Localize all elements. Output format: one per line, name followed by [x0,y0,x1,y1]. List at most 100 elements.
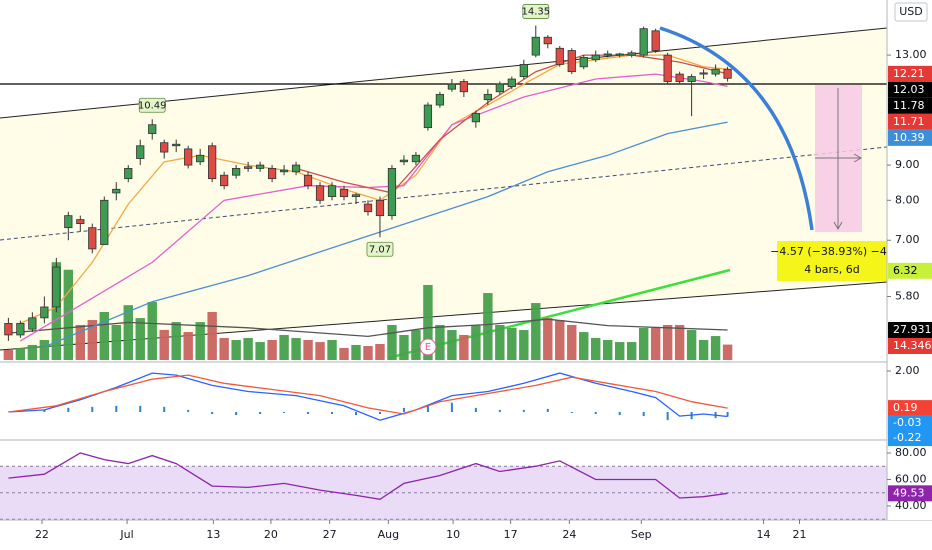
price-label: 10.39 [893,131,925,144]
macd-histogram-bar [450,402,453,412]
candle-body [52,266,61,308]
volume-bar [614,342,625,360]
volume-bar [650,327,661,360]
macd-histogram-bar [307,411,310,415]
signal-line [8,374,728,415]
candle-body [639,28,648,56]
volume-bar [471,324,481,360]
macd-histogram-bar [570,411,573,414]
candle-body [591,54,600,61]
volume-bar [303,340,313,360]
axes: 13.00 9.00 8.00 7.00 5.80 12.21 12.03 11.78 11.7… [35,48,932,541]
volume-bar [411,330,421,360]
volume-bar [555,320,565,360]
y-tick-label: 9.00 [895,158,920,171]
candle-body [100,199,109,245]
price-label-box [888,113,932,130]
candle-body [303,174,313,187]
volume-bar [255,342,265,360]
y-tick-label: 13.00 [895,48,927,61]
macd-histogram-bar [331,411,334,415]
price-marker: 14.35 [521,7,550,18]
volume-bar [111,324,121,360]
candle-body [687,76,696,82]
rsi-tick-label: 40.00 [895,499,927,512]
volume-label: 14.346M [893,339,932,352]
volume-bar [15,347,26,360]
x-tick-label: 21 [792,528,806,541]
candle-body [399,159,409,163]
volume-bar [722,344,733,360]
volume-label: 27.931M [893,323,932,336]
price-marker-box [138,97,166,113]
macd-tick-label: 2.00 [895,364,920,377]
x-tick-label: Sep [631,528,652,541]
volume-bar [291,337,301,360]
volume-bar [435,324,445,360]
candle-body [411,154,421,163]
macd-histogram-bar [235,411,238,416]
volume-bar [423,284,433,360]
volume-bar [267,340,277,360]
rsi-tick-label: 60.00 [895,472,927,485]
volume-bar [243,337,253,360]
macd-histogram-bar [474,407,477,412]
y-tick-label: 8.00 [895,193,920,206]
macd-histogram-bar [726,411,729,417]
price-marker-box [522,4,550,19]
macd-histogram-bar [522,409,525,412]
candle-body [675,73,684,82]
macd-label: 0.19 [893,401,918,414]
currency-box [894,2,928,22]
x-tick-label: Jul [119,528,133,541]
price-label: 12.03 [893,83,925,96]
volume-bar [626,342,637,360]
candle-body [579,57,588,68]
y-tick-label: 5.80 [895,289,920,302]
x-tick-label: 22 [35,528,49,541]
candle-body [363,203,373,213]
rsi-label: 49.53 [893,486,925,499]
volume-bar [183,332,193,360]
candle-body [447,83,457,90]
volume-bar [507,327,517,360]
volume-bar [387,324,397,360]
y-tick-label: 7.00 [895,233,920,246]
volume-bar [351,344,361,360]
x-tick-label: 17 [504,528,518,541]
candle-body [16,323,25,336]
rsi-line [8,452,728,500]
price-marker: 10.49 [138,100,167,111]
candle-body [387,168,397,217]
macd-histogram-bar [67,407,70,412]
price-label-box [888,262,932,279]
candle-body [220,174,229,187]
volume-label-box [888,337,932,354]
currency: USD [899,5,923,18]
macd-line [8,372,728,421]
x-tick-label: 20 [264,528,278,541]
macd-histogram-bar [378,411,381,415]
volume-bar [327,340,337,360]
moving-average [20,73,728,342]
volume-bar [75,324,86,360]
candle-body [208,145,217,180]
volume-label-box [888,321,932,338]
candle-body [495,83,504,93]
measure-change: −4.57 (−38.93%) −45 [770,245,894,258]
candle-body [435,93,445,106]
rsi-label-box [888,485,932,502]
channel-fill [0,28,887,350]
candle-body [291,164,301,173]
volume-ma [8,318,728,338]
price-label-box [888,81,932,98]
volume-bar [375,343,385,360]
volume-bar [543,318,553,360]
macd-label-box [888,400,932,417]
price-marker-box [366,241,394,257]
candle-body [555,47,564,65]
macd-histogram-bar [498,409,501,412]
x-tick-label: 24 [562,528,576,541]
x-tick-label: 13 [206,528,220,541]
